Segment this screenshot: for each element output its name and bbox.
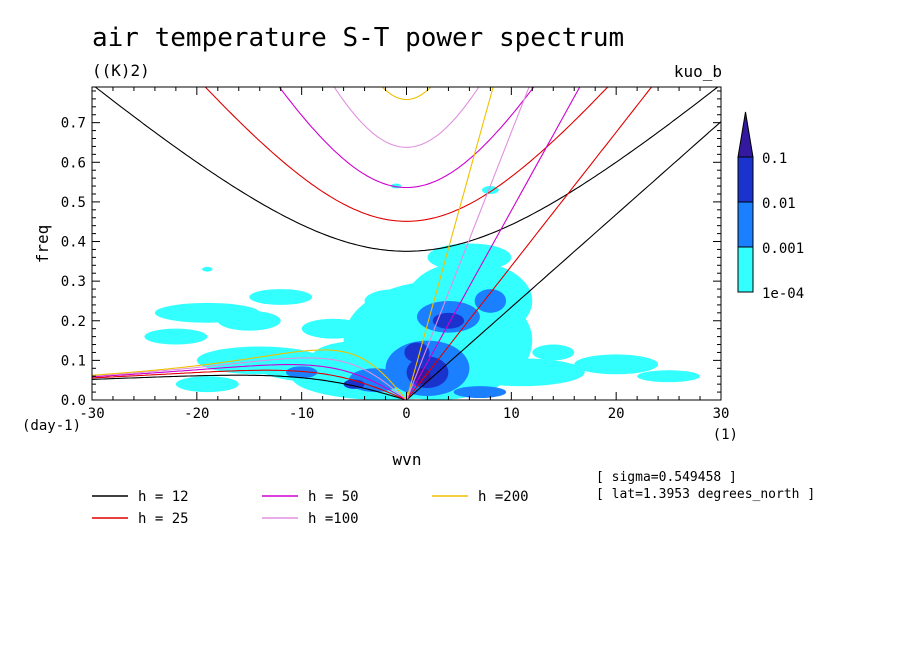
colorbar-segment bbox=[737, 156, 754, 203]
x-tick-label: -20 bbox=[184, 406, 209, 422]
colorbar-cap bbox=[737, 111, 754, 158]
contour-patch bbox=[144, 328, 208, 345]
rossby-wave-curve bbox=[92, 369, 407, 400]
colorbar-segment bbox=[737, 246, 754, 293]
contour-patch bbox=[574, 354, 659, 375]
inertia-gravity-curve bbox=[381, 87, 432, 101]
colorbar: 1e-04 0.001 0.01 0.1 bbox=[737, 111, 804, 302]
inertia-gravity-curve bbox=[333, 87, 480, 148]
x-tick-label: 10 bbox=[503, 406, 520, 422]
contour-patch bbox=[202, 266, 213, 272]
legend-label: h =200 bbox=[478, 489, 529, 505]
x-tick-label: 30 bbox=[713, 406, 730, 422]
kelvin-wave-curve bbox=[406, 87, 653, 400]
inertia-gravity-curve bbox=[204, 87, 609, 222]
x-tick-label: -10 bbox=[289, 406, 314, 422]
legend: h = 12 h = 25 h = 50 h =100 h =200 bbox=[92, 489, 529, 527]
corner-label: kuo_b bbox=[674, 62, 722, 81]
x-axis: -30 -20 -10 0 10 20 30 bbox=[79, 87, 729, 422]
y-tick-label: 0.7 bbox=[61, 116, 86, 132]
rossby-wave-curve bbox=[92, 364, 407, 400]
y-tick-label: 0.2 bbox=[61, 314, 86, 330]
x-tick-label: -30 bbox=[79, 406, 104, 422]
contour-patch bbox=[474, 289, 507, 313]
contour-patch bbox=[404, 342, 430, 363]
y-tick-label: 0.3 bbox=[61, 274, 86, 290]
contour-patch bbox=[458, 358, 585, 387]
x-tick-label: 20 bbox=[608, 406, 625, 422]
contour-patch bbox=[285, 366, 318, 379]
inertia-gravity-curve bbox=[278, 87, 535, 189]
info-sigma: [ sigma=0.549458 ] bbox=[596, 470, 737, 485]
legend-label: h = 25 bbox=[138, 511, 189, 527]
contour-patch bbox=[175, 376, 239, 393]
contour-patch bbox=[217, 310, 281, 331]
kelvin-wave-curve bbox=[405, 87, 530, 400]
x-tick-label: 0 bbox=[402, 406, 410, 422]
contour-patch bbox=[481, 186, 499, 194]
y-axis-label: freq bbox=[33, 225, 52, 264]
inertia-gravity-curve bbox=[94, 87, 719, 252]
legend-label: h =100 bbox=[308, 511, 359, 527]
info-lat: [ lat=1.3953 degrees_north ] bbox=[596, 487, 815, 502]
contour-patch bbox=[637, 370, 701, 383]
colorbar-label: 0.1 bbox=[762, 151, 787, 167]
power-contours bbox=[144, 183, 701, 400]
chart-title: air temperature S-T power spectrum bbox=[92, 23, 624, 53]
kelvin-wave-curve bbox=[406, 87, 581, 400]
y-tick-label: 0.6 bbox=[61, 155, 86, 171]
dispersion-curves bbox=[92, 87, 721, 400]
contour-patch bbox=[532, 344, 575, 361]
chart-units: ((K)2) bbox=[92, 61, 150, 80]
y-tick-label: 0.5 bbox=[61, 195, 86, 211]
rossby-wave-curve bbox=[92, 357, 407, 400]
contour-patch bbox=[427, 243, 512, 272]
x-unit-label: (1) bbox=[713, 427, 738, 443]
y-tick-label: 0.0 bbox=[61, 393, 86, 409]
colorbar-segment bbox=[737, 201, 754, 248]
kelvin-wave-curve bbox=[406, 121, 721, 400]
contour-patch bbox=[432, 312, 465, 329]
colorbar-label: 0.01 bbox=[762, 196, 796, 212]
legend-label: h = 50 bbox=[308, 489, 359, 505]
contour-patch bbox=[364, 289, 428, 313]
contour-patch bbox=[453, 386, 507, 399]
y-axis: 0.0 0.1 0.2 0.3 0.4 0.5 0.6 0.7 bbox=[61, 90, 721, 409]
contour-patch bbox=[249, 289, 313, 305]
y-tick-label: 0.4 bbox=[61, 235, 86, 251]
y-tick-label: 0.1 bbox=[61, 353, 86, 369]
rossby-wave-curve bbox=[92, 349, 407, 400]
legend-label: h = 12 bbox=[138, 489, 189, 505]
kelvin-wave-curve bbox=[405, 87, 494, 400]
rossby-wave-curve bbox=[92, 374, 407, 400]
y-unit-label: (day-1) bbox=[22, 418, 81, 434]
x-axis-label: wvn bbox=[393, 450, 422, 469]
colorbar-label: 0.001 bbox=[762, 241, 804, 257]
contour-patch bbox=[301, 318, 365, 339]
colorbar-label: 1e-04 bbox=[762, 286, 804, 302]
